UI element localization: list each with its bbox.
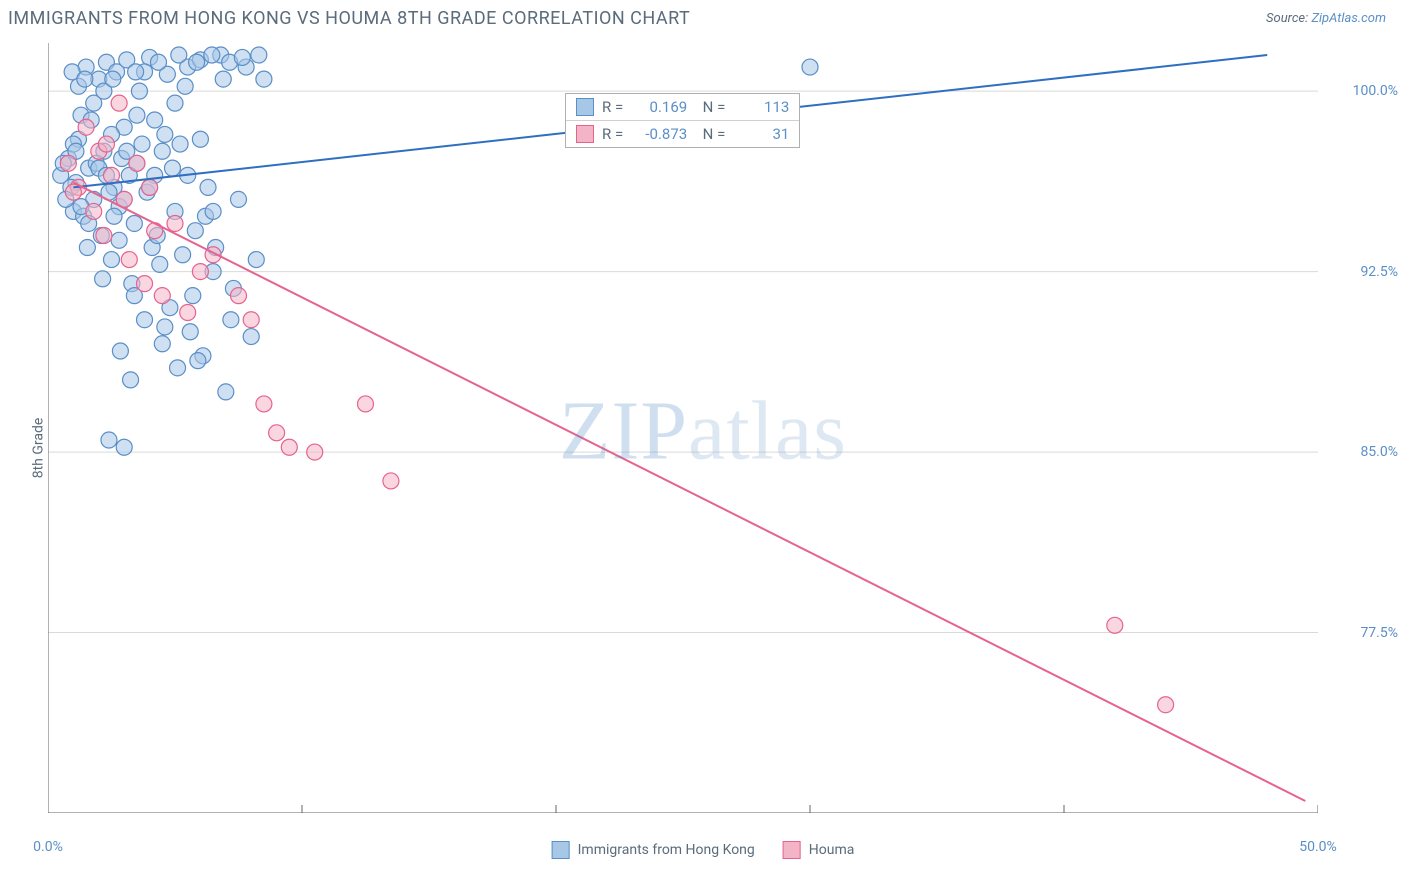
correlation-row: R = -0.873 N = 31 <box>566 121 799 147</box>
y-tick-label: 77.5% <box>1360 625 1398 641</box>
y-axis-label: 8th Grade <box>30 418 46 479</box>
chart-header: IMMIGRANTS FROM HONG KONG VS HOUMA 8TH G… <box>0 0 1406 33</box>
y-tick-label: 100.0% <box>1353 83 1398 99</box>
corr-n-label: N = <box>695 98 725 116</box>
corr-swatch <box>576 98 594 116</box>
legend-label-houma: Houma <box>809 842 855 858</box>
legend-item-houma: Houma <box>783 841 855 859</box>
corr-r-value: 0.169 <box>631 98 687 116</box>
y-tick-label: 85.0% <box>1360 444 1398 460</box>
x-tick-label: 0.0% <box>33 839 63 855</box>
legend-item-hongkong: Immigrants from Hong Kong <box>552 841 755 859</box>
corr-n-value: 113 <box>733 98 789 116</box>
x-tick-label: 50.0% <box>1299 839 1337 855</box>
correlation-legend: R = 0.169 N = 113 R = -0.873 N = 31 <box>565 93 800 148</box>
source-prefix: Source: <box>1266 11 1311 26</box>
correlation-row: R = 0.169 N = 113 <box>566 94 799 121</box>
source-attribution: Source: ZipAtlas.com <box>1266 11 1386 26</box>
scatter-plot <box>48 43 1318 813</box>
source-link[interactable]: ZipAtlas.com <box>1311 11 1386 26</box>
corr-n-value: 31 <box>733 125 789 143</box>
legend-label-hongkong: Immigrants from Hong Kong <box>578 842 755 858</box>
corr-r-label: R = <box>602 125 623 143</box>
bottom-legend: Immigrants from Hong Kong Houma <box>552 841 855 859</box>
corr-r-label: R = <box>602 98 623 116</box>
corr-swatch <box>576 125 594 143</box>
corr-n-label: N = <box>695 125 725 143</box>
corr-r-value: -0.873 <box>631 125 687 143</box>
legend-swatch-hongkong <box>552 841 570 859</box>
y-tick-label: 92.5% <box>1360 264 1398 280</box>
legend-swatch-houma <box>783 841 801 859</box>
chart-title: IMMIGRANTS FROM HONG KONG VS HOUMA 8TH G… <box>8 8 690 29</box>
chart-container: 8th Grade ZIPatlas R =0.169 N =113R =-0.… <box>0 33 1406 863</box>
